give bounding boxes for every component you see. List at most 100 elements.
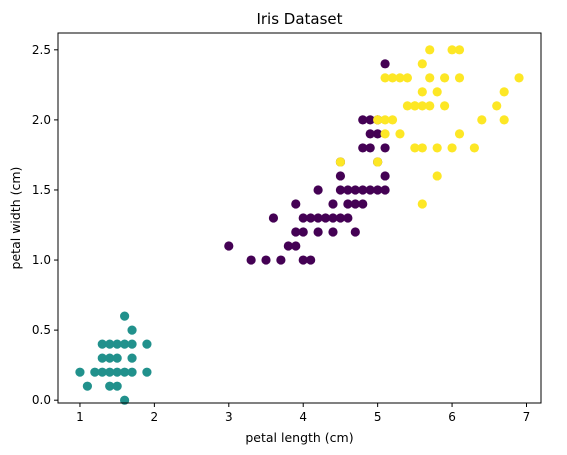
data-point xyxy=(127,367,137,377)
data-point xyxy=(514,73,524,83)
data-point xyxy=(492,101,502,111)
data-point xyxy=(291,199,301,209)
data-point xyxy=(402,73,413,83)
data-point xyxy=(417,59,427,69)
data-point xyxy=(365,143,375,153)
data-point xyxy=(417,199,427,209)
data-point xyxy=(313,227,323,237)
data-point xyxy=(112,367,122,377)
data-point xyxy=(380,59,390,69)
plot-frame xyxy=(57,32,542,404)
data-point xyxy=(395,73,405,83)
data-point xyxy=(142,339,152,349)
x-tick-label: 7 xyxy=(523,410,531,424)
data-point xyxy=(112,353,122,363)
data-point xyxy=(291,227,301,237)
data-point xyxy=(343,213,353,223)
data-point xyxy=(112,381,122,391)
data-point xyxy=(477,115,487,125)
x-axis-label: petal length (cm) xyxy=(245,430,353,445)
data-point xyxy=(440,101,450,111)
data-point xyxy=(387,115,398,125)
data-point xyxy=(373,129,383,139)
y-tick-label: 2.0 xyxy=(32,113,51,127)
y-tick-label: 0.0 xyxy=(32,393,51,407)
y-tick-label: 1.0 xyxy=(32,253,51,267)
y-tick-label: 2.5 xyxy=(32,43,51,57)
data-point xyxy=(90,367,100,377)
data-point xyxy=(440,73,450,83)
data-point xyxy=(120,367,130,377)
data-point xyxy=(425,45,435,55)
data-point xyxy=(499,87,509,97)
data-point xyxy=(298,227,308,237)
data-point xyxy=(350,199,360,209)
data-point xyxy=(417,143,427,153)
data-point xyxy=(365,129,375,139)
data-point xyxy=(350,185,360,195)
data-point xyxy=(380,143,390,153)
data-point xyxy=(105,367,115,377)
points-layer xyxy=(75,45,524,405)
data-point xyxy=(454,45,465,55)
data-point xyxy=(97,339,107,349)
x-tick-label: 4 xyxy=(299,410,307,424)
y-tick-label: 1.5 xyxy=(32,183,51,197)
data-point xyxy=(432,143,442,153)
data-point xyxy=(410,101,420,111)
data-point xyxy=(335,213,346,223)
data-point xyxy=(261,255,271,265)
data-point xyxy=(469,143,479,153)
chart-title: Iris Dataset xyxy=(256,10,342,28)
data-point xyxy=(313,185,323,195)
data-point xyxy=(224,241,234,251)
data-point xyxy=(395,129,405,139)
data-point xyxy=(75,367,85,377)
x-tick-label: 6 xyxy=(448,410,456,424)
data-point xyxy=(417,101,427,111)
data-point xyxy=(358,185,368,195)
x-axis-ticks: 1 2 3 4 5 6 7 xyxy=(76,403,530,424)
data-point xyxy=(105,339,115,349)
data-point xyxy=(499,115,509,125)
data-point xyxy=(291,241,301,251)
data-point xyxy=(142,367,152,377)
data-point xyxy=(306,213,316,223)
data-point xyxy=(410,143,420,153)
data-point xyxy=(365,115,375,125)
data-point xyxy=(335,157,346,167)
data-point xyxy=(328,199,338,209)
y-axis-label: petal width (cm) xyxy=(8,167,23,270)
data-point xyxy=(328,227,338,237)
data-point xyxy=(328,213,338,223)
data-point xyxy=(380,171,390,181)
x-tick-label: 2 xyxy=(151,410,159,424)
data-point xyxy=(358,199,368,209)
data-point xyxy=(447,143,457,153)
data-point xyxy=(335,171,346,181)
data-point xyxy=(387,73,398,83)
data-point xyxy=(343,199,353,209)
data-point xyxy=(454,73,465,83)
data-point xyxy=(417,87,427,97)
data-point xyxy=(380,115,390,125)
data-point xyxy=(112,339,122,349)
data-point xyxy=(365,185,375,195)
data-point xyxy=(425,73,435,83)
data-point xyxy=(454,129,465,139)
data-point xyxy=(320,213,331,223)
y-axis-ticks: 0.0 0.5 1.0 1.5 2.0 2.5 xyxy=(32,43,58,407)
data-point xyxy=(268,213,279,223)
data-point xyxy=(402,101,413,111)
data-point xyxy=(127,325,137,335)
data-point xyxy=(335,185,346,195)
data-point xyxy=(82,381,92,391)
data-point xyxy=(350,227,360,237)
x-tick-label: 1 xyxy=(76,410,84,424)
data-point xyxy=(447,45,457,55)
data-point xyxy=(313,213,323,223)
x-tick-label: 3 xyxy=(225,410,233,424)
data-point xyxy=(380,73,390,83)
data-point xyxy=(283,241,293,251)
